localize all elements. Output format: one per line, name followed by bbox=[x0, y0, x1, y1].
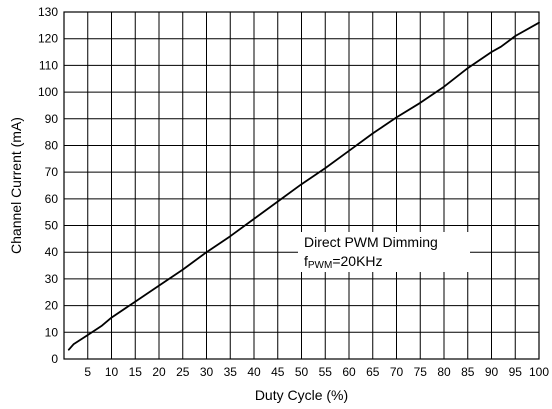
annotation-line1: Direct PWM Dimming bbox=[304, 234, 438, 250]
x-tick-label: 75 bbox=[414, 365, 428, 379]
x-tick-label: 5 bbox=[84, 365, 91, 379]
y-tick-label: 40 bbox=[45, 245, 59, 259]
y-tick-label: 50 bbox=[45, 219, 59, 233]
annotation: Direct PWM Dimming fPWM=20KHz bbox=[298, 232, 470, 272]
annotation-line2-suffix: =20KHz bbox=[332, 253, 382, 269]
x-tick-label: 30 bbox=[200, 365, 214, 379]
annotation-line2-prefix: f bbox=[304, 253, 308, 269]
x-tick-label: 50 bbox=[295, 365, 309, 379]
y-tick-label: 60 bbox=[45, 192, 59, 206]
x-tick-label: 10 bbox=[105, 365, 119, 379]
x-tick-label: 45 bbox=[271, 365, 285, 379]
y-tick-label: 30 bbox=[45, 272, 59, 286]
y-tick-label: 120 bbox=[38, 32, 58, 46]
x-tick-label: 20 bbox=[152, 365, 166, 379]
y-tick-labels: 0 10 20 30 40 50 60 70 80 90 100 110 120 130 bbox=[38, 5, 58, 366]
x-axis-title: Duty Cycle (%) bbox=[255, 387, 348, 403]
y-tick-label: 70 bbox=[45, 165, 59, 179]
y-tick-label: 0 bbox=[51, 352, 58, 366]
annotation-line2-subscript: PWM bbox=[308, 260, 332, 271]
x-tick-label: 60 bbox=[342, 365, 356, 379]
x-tick-label: 35 bbox=[224, 365, 238, 379]
x-tick-label: 65 bbox=[366, 365, 380, 379]
plot-frame bbox=[63, 11, 540, 360]
x-tick-label: 95 bbox=[509, 365, 523, 379]
x-tick-label: 85 bbox=[461, 365, 475, 379]
series-line bbox=[67, 21, 540, 351]
grid bbox=[64, 11, 540, 360]
x-tick-label: 90 bbox=[485, 365, 499, 379]
y-tick-label: 20 bbox=[45, 299, 59, 313]
y-tick-label: 100 bbox=[38, 85, 58, 99]
y-tick-label: 90 bbox=[45, 112, 59, 126]
x-tick-label: 80 bbox=[437, 365, 451, 379]
series-layer bbox=[67, 21, 540, 351]
x-tick-label: 55 bbox=[319, 365, 333, 379]
y-tick-label: 130 bbox=[38, 5, 58, 19]
y-tick-label: 10 bbox=[45, 325, 59, 339]
x-tick-label: 100 bbox=[529, 365, 549, 379]
annotation-line2: fPWM=20KHz bbox=[304, 253, 383, 271]
annotation-background bbox=[298, 232, 470, 272]
x-tick-label: 25 bbox=[176, 365, 190, 379]
y-axis-title: Channel Current (mA) bbox=[8, 117, 24, 254]
x-tick-label: 40 bbox=[247, 365, 261, 379]
x-tick-labels: 5 10 15 20 25 30 35 40 45 50 55 60 65 70 75 80 85 90 95 100 bbox=[84, 365, 549, 379]
y-tick-label: 110 bbox=[39, 58, 58, 72]
x-tick-label: 15 bbox=[129, 365, 143, 379]
y-tick-label: 80 bbox=[45, 138, 59, 152]
x-tick-label: 70 bbox=[390, 365, 404, 379]
